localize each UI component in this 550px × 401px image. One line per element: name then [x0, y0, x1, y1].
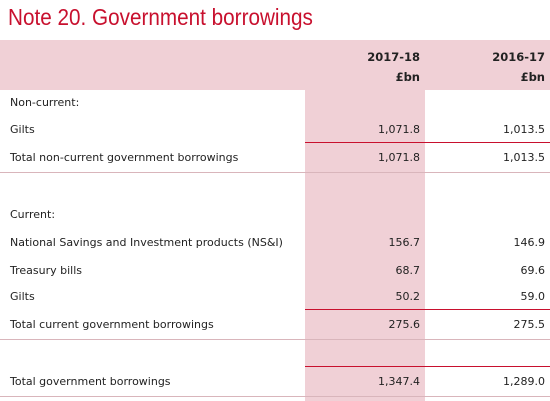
- column-unit: £bn: [395, 70, 420, 84]
- row-value: 50.2: [395, 290, 421, 303]
- row-value: 1,013.5: [503, 123, 545, 136]
- row-value: 68.7: [395, 264, 421, 277]
- row-value: 275.6: [388, 318, 421, 331]
- row-value: 69.6: [520, 264, 546, 277]
- row-value: 156.7: [388, 236, 421, 249]
- row-label: Total current government borrowings: [10, 318, 214, 331]
- total-rule: [305, 142, 550, 143]
- column-unit: £bn: [520, 70, 545, 84]
- row-label: Gilts: [10, 123, 35, 136]
- row-value: 1,289.0: [503, 375, 545, 388]
- row-value: 275.5: [513, 318, 546, 331]
- column-year: 2016-17: [492, 50, 545, 64]
- total-rule: [305, 366, 550, 367]
- row-label: Gilts: [10, 290, 35, 303]
- row-value: 59.0: [520, 290, 546, 303]
- row-value: 1,347.4: [378, 375, 420, 388]
- header-band: [0, 40, 550, 90]
- title: Note 20. Government borrowings: [8, 4, 313, 30]
- row-separator: [0, 339, 550, 340]
- row-label: Total government borrowings: [10, 375, 171, 388]
- row-separator: [0, 396, 550, 397]
- row-label: Current:: [10, 208, 56, 221]
- row-label: Treasury bills: [10, 264, 83, 277]
- row-value: 1,013.5: [503, 151, 545, 164]
- row-label: Total non-current government borrowings: [10, 151, 239, 164]
- row-value: 146.9: [513, 236, 546, 249]
- row-separator: [0, 172, 550, 173]
- row-value: 1,071.8: [378, 123, 420, 136]
- row-value: 1,071.8: [378, 151, 420, 164]
- row-label: National Savings and Investment products…: [10, 236, 283, 249]
- total-rule: [305, 309, 550, 310]
- row-label: Non-current:: [10, 96, 80, 109]
- column-year: 2017-18: [367, 50, 420, 64]
- column-shade: [305, 90, 425, 401]
